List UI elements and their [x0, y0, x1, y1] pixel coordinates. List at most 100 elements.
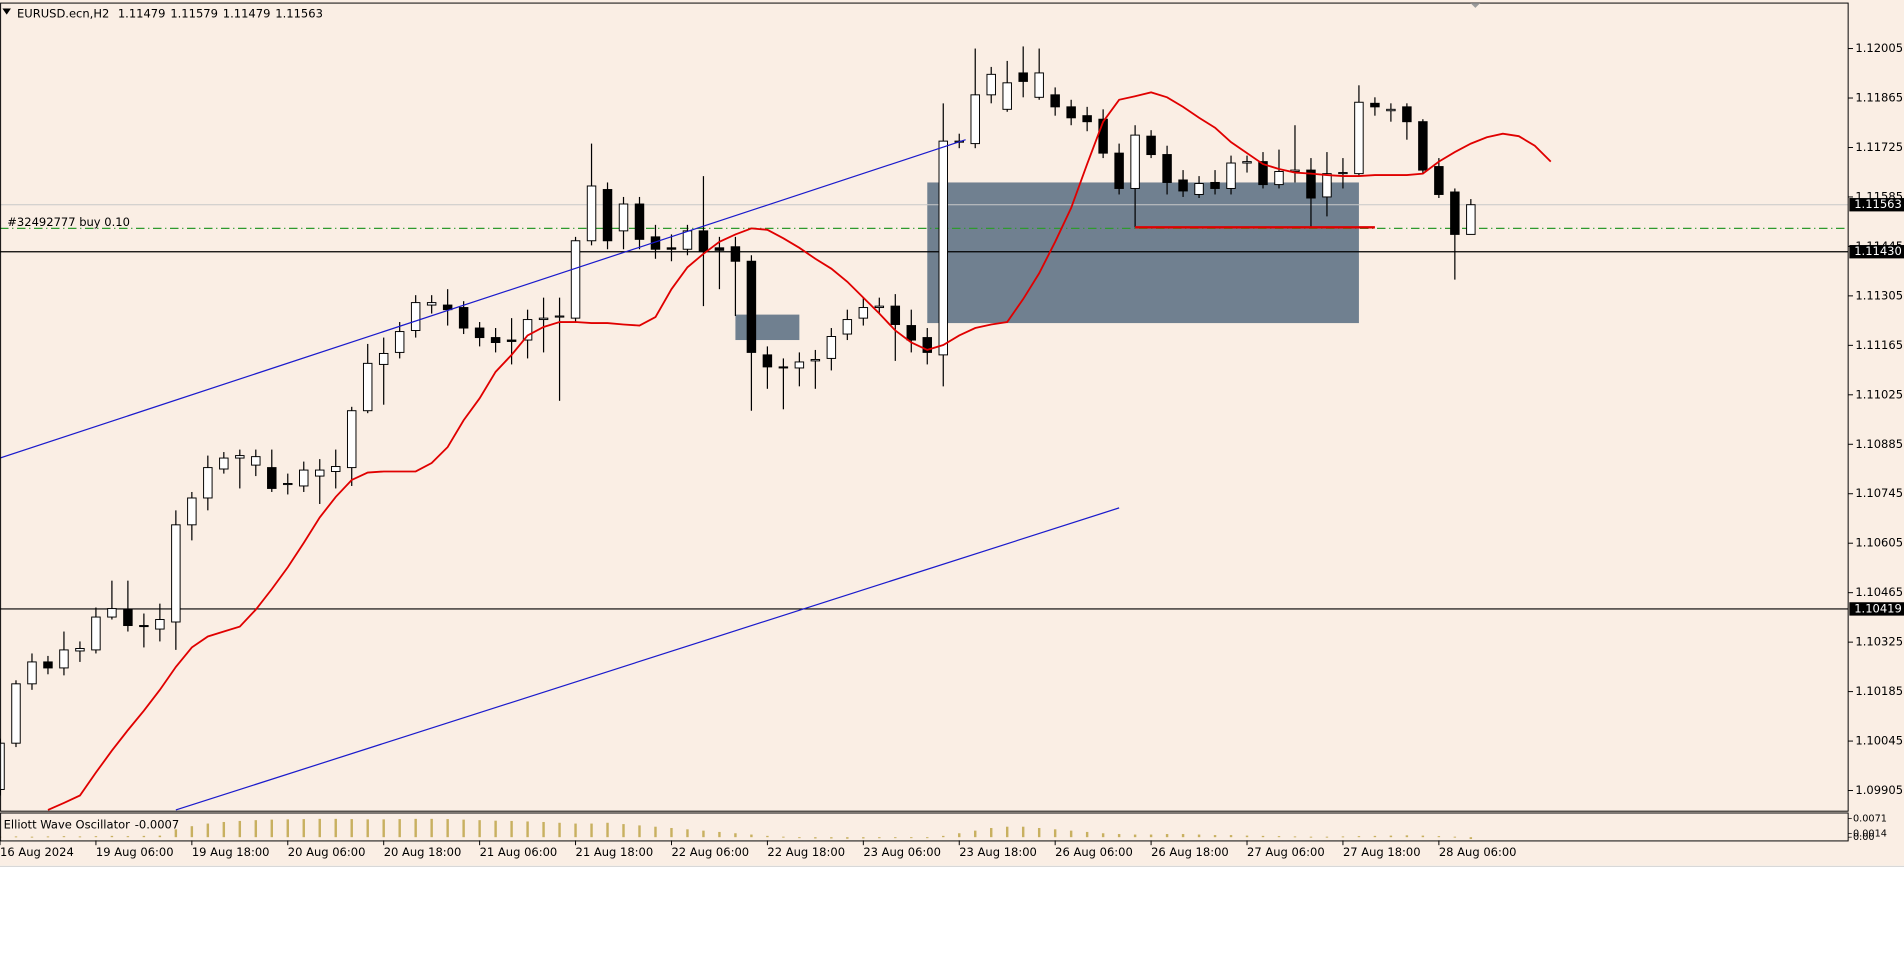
oscillator-bar — [542, 821, 545, 838]
oscillator-title: Elliott Wave Oscillator — [4, 817, 130, 831]
candle-body — [378, 352, 389, 365]
last-price-box — [1849, 198, 1904, 212]
oscillator-bar — [1261, 835, 1265, 838]
oscillator-bar — [1405, 835, 1409, 838]
x-tick-label: 19 Aug 18:00 — [192, 845, 270, 859]
candle-body — [251, 456, 261, 466]
candle-body — [906, 325, 917, 341]
candle-body — [1338, 172, 1348, 175]
y-tick-label: 1.09905 — [1855, 783, 1903, 797]
y-tick-label: 1.10325 — [1855, 635, 1903, 649]
candle-body — [890, 305, 901, 325]
candle-body — [171, 524, 181, 623]
candle-body — [682, 230, 693, 250]
oscillator-bar — [622, 824, 625, 838]
oscillator-bar — [798, 837, 801, 839]
candle-body — [1210, 181, 1220, 189]
candle-body — [1258, 161, 1268, 186]
oscillator-bar — [782, 836, 785, 838]
y-tick-label: 1.11865 — [1855, 91, 1903, 105]
oscillator-bar — [238, 820, 242, 838]
oscillator-bar — [382, 819, 385, 838]
header-open: 1.11479 — [118, 6, 166, 20]
oscillator-bar — [1213, 835, 1217, 838]
candle-body — [1098, 118, 1108, 154]
chart-header: EURUSD.ecn,H2 1.11479 1.11579 1.11479 1.1156… — [17, 6, 323, 20]
oscillator-bar — [126, 836, 130, 838]
candle-body — [666, 247, 677, 250]
oscillator-bar — [254, 820, 258, 838]
x-tick-label: 26 Aug 06:00 — [1055, 845, 1133, 859]
candle-body — [778, 366, 789, 369]
candle-body — [1162, 154, 1172, 183]
oscillator-bar — [1053, 829, 1057, 838]
candle-body — [1066, 106, 1076, 119]
oscillator-bar — [830, 837, 833, 839]
main-panel-frame — [0, 2, 1849, 812]
oscillator-bar — [174, 829, 178, 838]
oscillator-bar — [302, 819, 305, 838]
oscillator-bar — [670, 828, 673, 838]
x-tick-label: 22 Aug 06:00 — [671, 845, 749, 859]
candle-body — [426, 302, 437, 306]
oscillator-bar — [334, 818, 337, 838]
oscillator-bar — [206, 823, 210, 838]
oscillator-bar — [366, 819, 369, 838]
oscillator-bar — [1101, 833, 1105, 838]
oscillator-bar — [958, 833, 961, 838]
header-close: 1.11563 — [275, 6, 323, 20]
oscillator-bar — [1085, 831, 1089, 838]
y-tick-label: 1.11305 — [1855, 288, 1903, 302]
level-price-label: 1.10419 — [1854, 601, 1902, 615]
candle-body — [762, 354, 773, 368]
oscillator-bar — [398, 819, 401, 838]
supply-zone — [927, 182, 1359, 324]
x-tick-label: 22 Aug 18:00 — [767, 845, 845, 859]
candle-body — [139, 625, 149, 628]
candle-body — [27, 661, 37, 685]
oscillator-panel-frame — [0, 812, 1849, 842]
trend-line — [175, 507, 1120, 811]
candle-body — [970, 94, 980, 145]
candle-body — [410, 302, 421, 331]
oscillator-bar — [1197, 834, 1201, 838]
oscillator-bar — [430, 818, 433, 838]
candle-body — [1450, 191, 1460, 235]
candle-body — [219, 457, 229, 470]
shift-marker — [1470, 3, 1481, 8]
candle-body — [155, 619, 165, 630]
candle-body — [810, 358, 821, 362]
oscillator-bar — [1357, 836, 1361, 838]
x-tick-label: 27 Aug 06:00 — [1247, 845, 1325, 859]
oscillator-bar — [414, 818, 417, 838]
oscillator-y-tick-label: 0.00 — [1853, 832, 1875, 843]
header-low: 1.11479 — [223, 6, 271, 20]
oscillator-bar — [1421, 835, 1425, 838]
oscillator-bar — [654, 826, 657, 838]
oscillator-bar — [814, 837, 817, 839]
candle-body — [874, 305, 885, 309]
oscillator-bar — [1373, 835, 1377, 838]
candle-body — [490, 337, 501, 344]
oscillator-bar — [1229, 835, 1233, 838]
oscillator-bar — [1005, 826, 1009, 838]
candle-body — [1178, 179, 1188, 192]
symbol: EURUSD.ecn,H2 — [17, 6, 109, 20]
oscillator-bar — [878, 837, 881, 839]
menu-triangle[interactable] — [2, 8, 11, 15]
oscillator-bar — [286, 819, 289, 838]
oscillator-bar — [1277, 836, 1281, 838]
oscillator-bar — [894, 837, 897, 839]
candle-body — [554, 315, 565, 318]
oscillator-bar — [142, 835, 146, 838]
candle-body — [330, 466, 341, 472]
oscillator-bar — [1021, 826, 1025, 838]
oscillator-bar — [558, 822, 561, 838]
candle-body — [826, 336, 837, 359]
oscillator-bar — [1469, 837, 1473, 840]
candle-body — [1114, 152, 1124, 189]
oscillator-bar — [158, 835, 162, 838]
oscillator-bar — [1069, 830, 1073, 838]
oscillator-bar — [30, 836, 34, 838]
